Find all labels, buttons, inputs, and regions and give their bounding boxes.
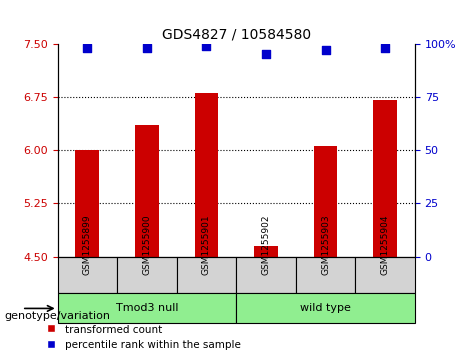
FancyBboxPatch shape [177,257,236,293]
FancyBboxPatch shape [117,257,177,293]
Point [84,45,91,51]
Bar [254,246,278,257]
Bar [135,125,159,257]
FancyBboxPatch shape [236,257,296,293]
Legend: transformed count, percentile rank within the sample: transformed count, percentile rank withi… [42,320,245,354]
Bar [373,100,397,257]
FancyBboxPatch shape [296,257,355,293]
Bar [195,93,219,257]
Text: GSM1255902: GSM1255902 [261,215,271,275]
Text: GSM1255901: GSM1255901 [202,215,211,275]
Point [143,45,151,51]
FancyBboxPatch shape [236,293,415,323]
Point [322,47,329,53]
Text: wild type: wild type [300,303,351,313]
Text: genotype/variation: genotype/variation [5,311,111,321]
Point [262,51,270,57]
Text: GSM1255903: GSM1255903 [321,215,330,275]
Title: GDS4827 / 10584580: GDS4827 / 10584580 [162,27,311,41]
FancyBboxPatch shape [58,293,236,323]
Text: Tmod3 null: Tmod3 null [116,303,178,313]
Text: GSM1255900: GSM1255900 [142,215,152,275]
FancyBboxPatch shape [355,257,415,293]
FancyBboxPatch shape [58,257,117,293]
Bar [313,147,337,257]
Bar [76,150,99,257]
Point [381,45,389,51]
Text: GSM1255899: GSM1255899 [83,215,92,275]
Point [203,43,210,49]
Text: GSM1255904: GSM1255904 [381,215,390,275]
